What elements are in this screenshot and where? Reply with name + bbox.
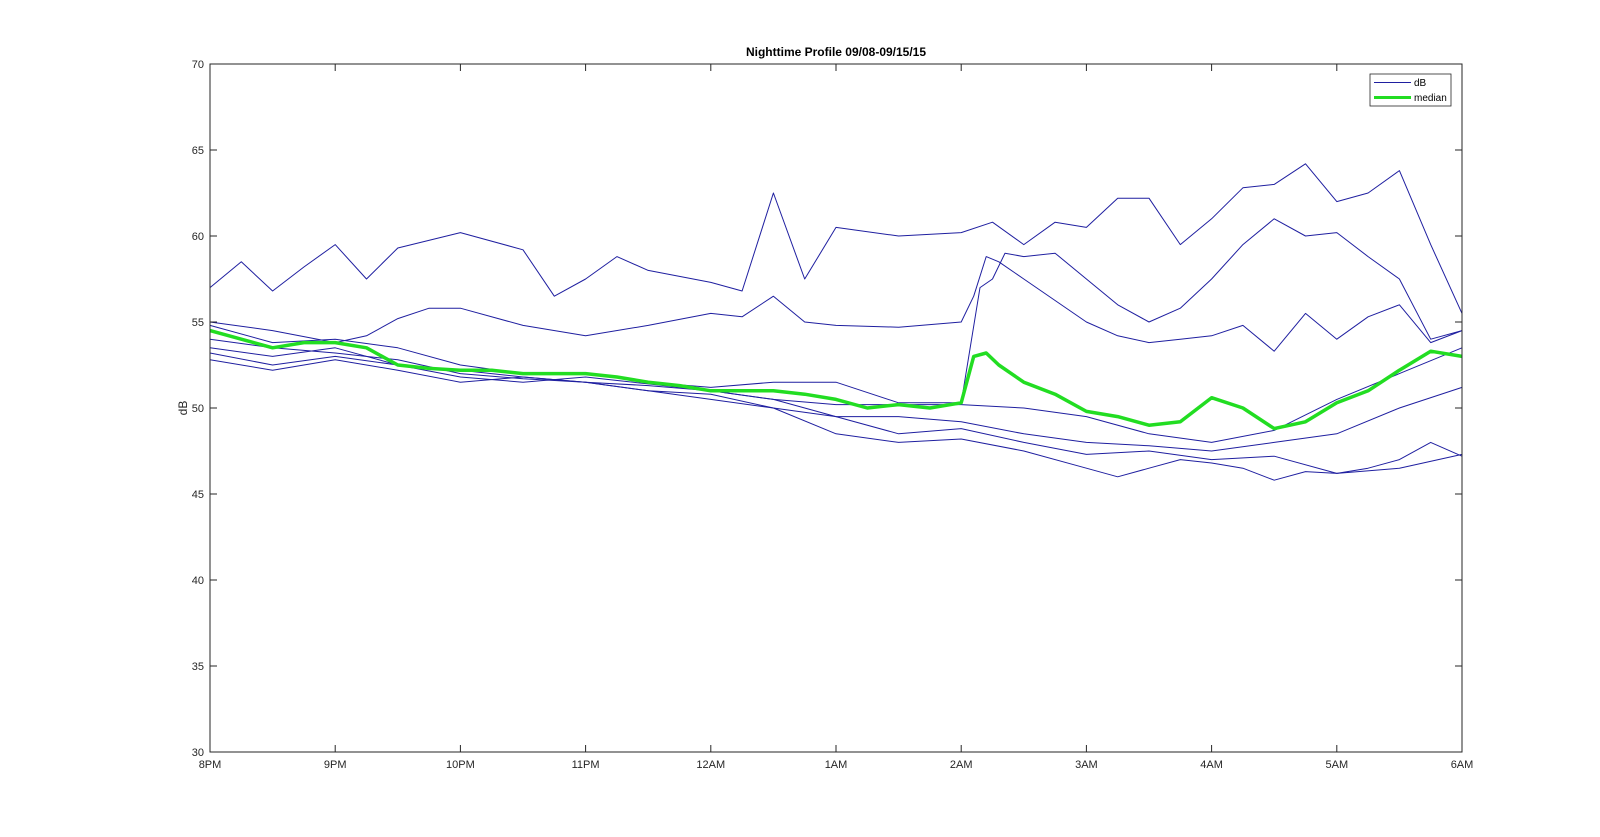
series-line-db-5 [209,338,1463,474]
y-tick-label: 60 [192,231,204,243]
y-tick-label: 40 [192,575,204,587]
y-tick-label: 30 [192,747,204,759]
x-tick-label: 8PM [199,759,222,771]
x-tick-label: 4AM [1200,759,1223,771]
ticks-layer: 30 35 40 45 50 55 60 65 70 8PM 9PM 10PM 11PM 12AM 1AM 2… [192,59,1474,771]
x-tick-label: 10PM [446,759,475,771]
y-tick-label: 55 [192,317,204,329]
legend-box [1369,73,1452,107]
x-tick-label: 11PM [572,759,600,771]
x-tick-label: 2AM [950,759,973,771]
series-line-db-6 [209,347,1463,481]
x-tick-label: 9PM [324,759,347,771]
legend-label-db: dB [1414,78,1427,89]
x-tick-label: 3AM [1075,759,1098,771]
x-tick-label: 1AM [825,759,848,771]
series-line-median [209,328,1463,431]
series-layer [209,163,1463,481]
y-tick-label: 70 [192,59,204,71]
y-axis-label: dB [176,401,190,416]
y-tick-label: 45 [192,489,204,501]
legend: dB median [1369,73,1452,107]
y-tick-label: 65 [192,145,204,157]
chart-title: Nighttime Profile 09/08-09/15/15 [746,45,926,59]
y-tick-label: 35 [192,661,204,673]
plot-area [210,64,1462,752]
series-line-db-0 [209,163,1463,314]
legend-label-median: median [1414,93,1447,104]
y-tick-label: 50 [192,403,204,415]
x-tick-label: 6AM [1451,759,1474,771]
series-line-db-1 [209,256,1463,352]
x-tick-label: 12AM [696,759,725,771]
x-tick-label: 5AM [1325,759,1348,771]
